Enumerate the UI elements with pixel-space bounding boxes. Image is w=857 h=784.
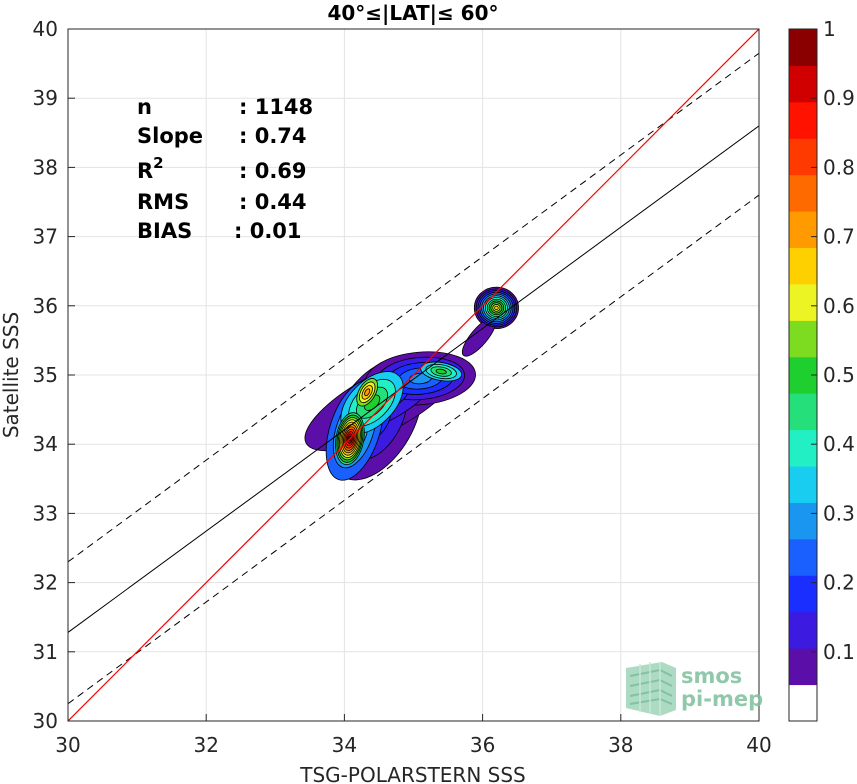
colorbar-tick-label: 0.8 bbox=[823, 155, 855, 179]
y-tick-label: 35 bbox=[33, 363, 58, 387]
colorbar-swatch bbox=[789, 101, 817, 139]
stats-annotation: n : 1148 Slope : 0.74 R2 : 0.69 RMS : 0.… bbox=[137, 95, 313, 243]
stat-n-value: : 1148 bbox=[239, 95, 313, 119]
colorbar-tick-label: 0.1 bbox=[823, 640, 855, 664]
logo-line2: pi-mep bbox=[681, 687, 763, 711]
x-tick-label: 34 bbox=[332, 733, 357, 757]
colorbar-tick-label: 0.7 bbox=[823, 225, 855, 249]
stat-n-label: n bbox=[137, 95, 152, 119]
colorbar-swatch bbox=[789, 538, 817, 576]
colorbar-swatch bbox=[789, 247, 817, 285]
colorbar-swatch bbox=[789, 611, 817, 649]
y-axis-ticks: 30 31 32 33 34 35 36 37 38 39 40 bbox=[33, 17, 75, 733]
colorbar-swatch bbox=[789, 502, 817, 540]
x-tick-label: 32 bbox=[193, 733, 218, 757]
x-tick-label: 40 bbox=[746, 733, 771, 757]
colorbar-tick-label: 0.4 bbox=[823, 432, 855, 456]
colorbar-tick-label: 1 bbox=[823, 17, 836, 41]
y-tick-label: 33 bbox=[33, 501, 58, 525]
colorbar-swatch bbox=[789, 466, 817, 503]
colorbar-swatch bbox=[789, 320, 817, 358]
regression-lines bbox=[68, 29, 759, 721]
y-tick-label: 40 bbox=[33, 17, 58, 41]
density-contour-level bbox=[494, 305, 499, 311]
logo-mark-icon bbox=[626, 662, 676, 716]
colorbar-swatch bbox=[789, 429, 817, 467]
y-tick-label: 38 bbox=[33, 155, 58, 179]
y-tick-label: 34 bbox=[33, 432, 58, 456]
colorbar-tick-label: 0.6 bbox=[823, 294, 855, 318]
y-tick-label: 30 bbox=[33, 709, 58, 733]
identity-line bbox=[68, 29, 759, 721]
colorbar-swatch bbox=[789, 684, 817, 722]
colorbar-swatch bbox=[789, 29, 817, 66]
density-contour-level bbox=[364, 388, 371, 397]
y-tick-label: 32 bbox=[33, 571, 58, 595]
colorbar-tick-label: 0.2 bbox=[823, 571, 855, 595]
y-tick-label: 37 bbox=[33, 225, 58, 249]
stat-r2-value: : 0.69 bbox=[239, 159, 307, 183]
stat-bias-value: : 0.01 bbox=[234, 219, 302, 243]
stat-r2-sup: 2 bbox=[153, 154, 163, 172]
stat-slope-label: Slope bbox=[137, 124, 203, 148]
stat-r2-base: R bbox=[137, 159, 153, 183]
stat-bias-label: BIAS bbox=[137, 219, 192, 243]
chart-title: 40°≤|LAT|≤ 60° bbox=[327, 1, 498, 25]
stat-slope-value: : 0.74 bbox=[239, 124, 307, 148]
colorbar-tick-label: 0.3 bbox=[823, 501, 855, 525]
y-axis-label: Satellite SSS bbox=[0, 312, 23, 438]
smos-pi-mep-logo: smos pi-mep bbox=[626, 662, 763, 716]
y-tick-label: 39 bbox=[33, 86, 58, 110]
x-tick-label: 30 bbox=[55, 733, 80, 757]
stat-rms-value: : 0.44 bbox=[239, 190, 307, 214]
stat-rms-label: RMS bbox=[137, 190, 189, 214]
x-axis-ticks: 30 32 34 36 38 40 bbox=[55, 714, 772, 757]
density-contours bbox=[304, 286, 519, 481]
x-tick-label: 36 bbox=[470, 733, 495, 757]
density-contour-level bbox=[435, 368, 447, 375]
fit-line bbox=[68, 125, 759, 633]
colorbar-tick-label: 0.5 bbox=[823, 363, 855, 387]
grid-lines bbox=[67, 28, 760, 722]
x-tick-label: 38 bbox=[608, 733, 633, 757]
colorbar-swatch bbox=[789, 174, 817, 212]
y-tick-label: 36 bbox=[33, 294, 58, 318]
colorbar-ticks: 0.1 0.2 0.3 0.4 0.5 0.6 0.7 0.8 0.9 1 bbox=[811, 17, 855, 664]
x-axis-label: TSG-POLARSTERN SSS bbox=[299, 763, 525, 784]
colorbar-tick-label: 0.9 bbox=[823, 86, 855, 110]
colorbar-swatch bbox=[789, 65, 817, 103]
colorbar bbox=[789, 29, 817, 722]
y-tick-label: 31 bbox=[33, 640, 58, 664]
colorbar-swatch bbox=[789, 575, 817, 613]
colorbar-swatch bbox=[789, 138, 817, 176]
colorbar-swatch bbox=[789, 648, 817, 686]
logo-line1: smos bbox=[681, 664, 742, 688]
stat-r2-label: R2 bbox=[137, 154, 164, 183]
colorbar-swatch bbox=[789, 393, 817, 431]
colorbar-swatch bbox=[789, 211, 817, 249]
colorbar-swatch bbox=[789, 283, 817, 321]
